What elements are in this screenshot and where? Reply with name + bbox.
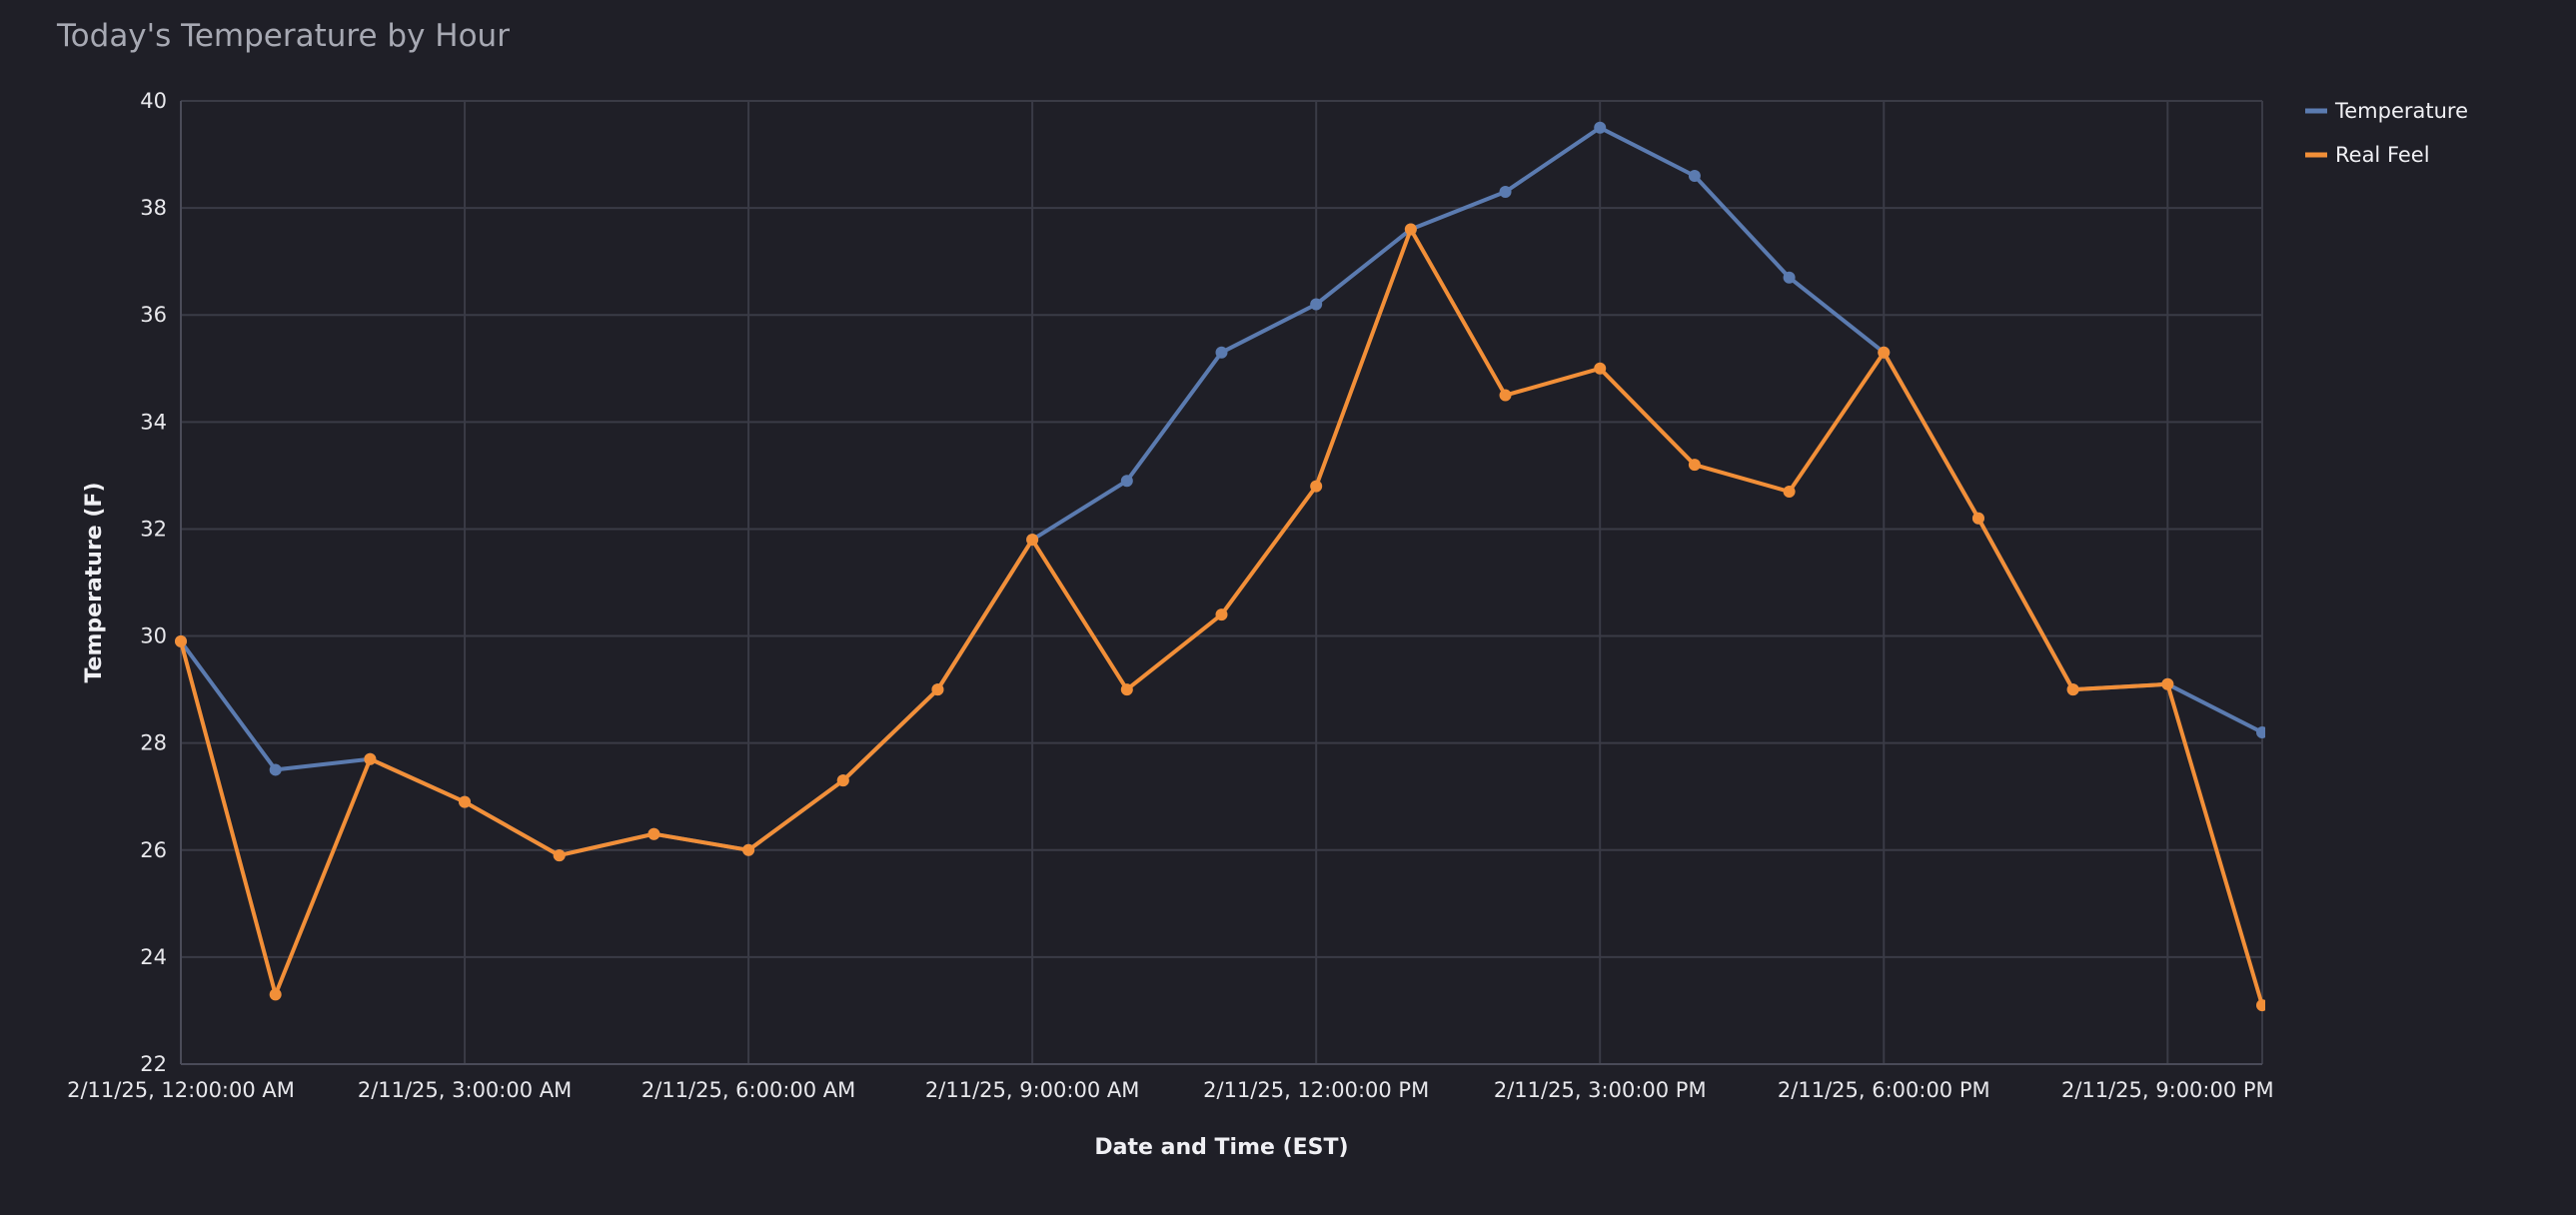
y-tick-label: 32 [140,517,167,541]
data-point [931,683,944,696]
series-line [179,125,2264,858]
y-tick-label: 38 [140,196,167,220]
x-tick-label: 2/11/25, 9:00:00 PM [2061,1078,2274,1102]
y-tick-label: 24 [140,945,167,969]
y-tick-label: 30 [140,624,167,648]
y-tick-label: 28 [140,731,167,755]
data-point [459,795,472,808]
data-point [1120,683,1133,696]
data-point [269,988,282,1001]
data-point [1971,512,1984,525]
data-point [2161,677,2174,690]
data-point [1594,121,1607,134]
data-point [1878,346,1891,359]
y-tick-label: 36 [140,303,167,327]
y-tick-label: 26 [140,838,167,862]
data-point [269,763,282,776]
x-tick-label: 2/11/25, 3:00:00 PM [1494,1078,1707,1102]
y-tick-label: 40 [140,89,167,113]
data-point [1310,480,1323,493]
data-point [1310,298,1323,311]
x-tick-label: 2/11/25, 12:00:00 PM [1203,1078,1429,1102]
x-tick-label: 2/11/25, 6:00:00 AM [642,1078,855,1102]
data-point [647,827,660,840]
x-tick-label: 2/11/25, 6:00:00 PM [1778,1078,1990,1102]
series-temperature [175,121,2265,862]
data-point [1404,223,1417,236]
y-axis-title: Temperature (F) [82,482,107,682]
data-point [175,634,187,647]
data-point [1215,346,1228,359]
legend-label: Temperature [2334,99,2468,123]
data-point [1783,485,1796,498]
series-real-feel [175,223,2265,1012]
legend-label: Real Feel [2335,143,2430,167]
data-point [836,774,849,787]
data-point [1688,169,1701,182]
legend: Temperature Real Feel [2305,99,2468,167]
grid-lines [180,100,2263,1065]
data-point [742,843,755,856]
x-tick-label: 2/11/25, 3:00:00 AM [358,1078,572,1102]
x-tick-label: 2/11/25, 9:00:00 AM [925,1078,1139,1102]
data-point [2066,683,2079,696]
data-point [1499,186,1512,199]
y-tick-label: 22 [140,1052,167,1076]
data-point [1026,534,1039,547]
data-point [1783,271,1796,284]
data-point [364,752,377,765]
data-point [2256,725,2265,738]
x-axis-title: Date and Time (EST) [1094,1135,1348,1160]
x-tick-labels: 2/11/25, 12:00:00 AM 2/11/25, 3:00:00 AM 2… [67,1078,2274,1102]
data-point [1215,608,1228,621]
y-tick-label: 34 [140,410,167,434]
data-point [1499,389,1512,402]
y-tick-labels: 22 24 26 28 30 32 34 36 38 40 [140,89,167,1076]
data-point [553,849,566,862]
data-point [2256,999,2265,1012]
data-point [1688,459,1701,472]
series-layer [175,121,2265,1012]
data-point [1120,475,1133,488]
data-point [1594,362,1607,375]
chart-title: Today's Temperature by Hour [57,18,510,54]
x-tick-label: 2/11/25, 12:00:00 AM [67,1078,295,1102]
